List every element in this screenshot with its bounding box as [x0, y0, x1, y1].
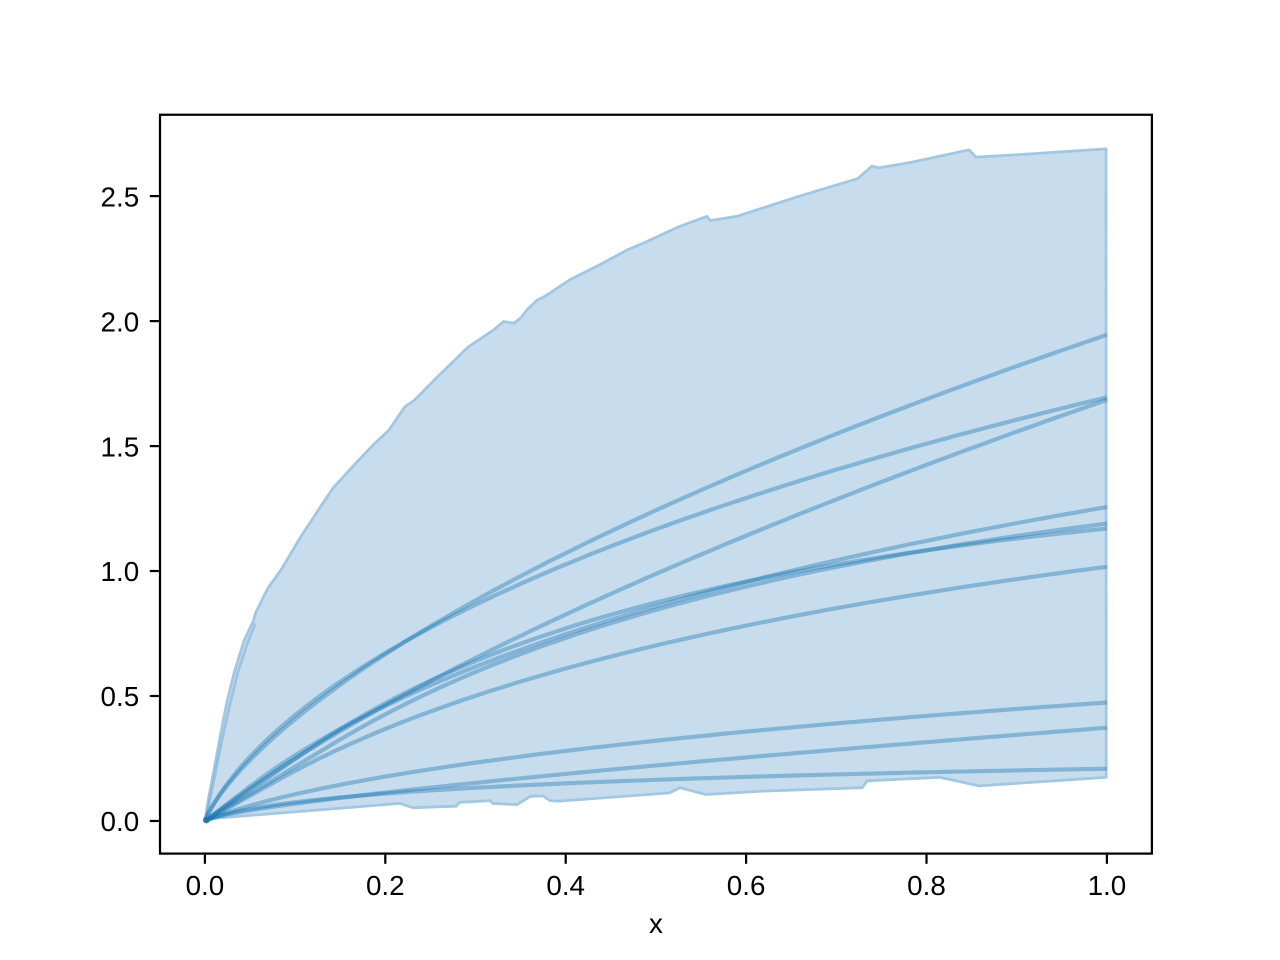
svg-text:0.6: 0.6 [727, 870, 766, 901]
svg-text:1.0: 1.0 [1088, 870, 1127, 901]
svg-text:0.5: 0.5 [101, 681, 140, 712]
svg-text:1.0: 1.0 [101, 556, 140, 587]
svg-text:0.0: 0.0 [186, 870, 225, 901]
svg-text:0.4: 0.4 [546, 870, 585, 901]
svg-text:2.0: 2.0 [101, 306, 140, 337]
svg-text:0.8: 0.8 [907, 870, 946, 901]
svg-text:1.5: 1.5 [101, 431, 140, 462]
svg-text:0.2: 0.2 [366, 870, 405, 901]
svg-text:0.0: 0.0 [101, 806, 140, 837]
svg-text:2.5: 2.5 [101, 181, 140, 212]
svg-text:x: x [649, 908, 663, 939]
